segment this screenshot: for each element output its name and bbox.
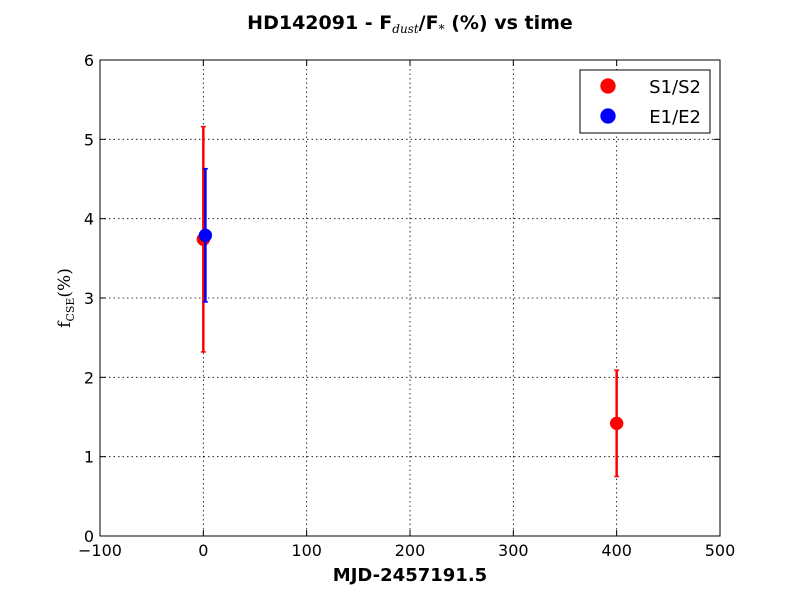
title-mid: /F bbox=[419, 12, 439, 34]
title-sub-star: * bbox=[439, 22, 445, 36]
legend-label-0: S1/S2 bbox=[649, 77, 701, 98]
y-tick-label: 4 bbox=[84, 210, 94, 229]
legend-marker-1 bbox=[600, 108, 616, 124]
x-tick-label: −100 bbox=[78, 541, 122, 560]
ylabel-sub: CSE bbox=[64, 298, 77, 322]
y-tick-label: 3 bbox=[84, 289, 94, 308]
y-tick-label: 6 bbox=[84, 51, 94, 70]
y-tick-label: 2 bbox=[84, 368, 94, 387]
x-axis-label: MJD-2457191.5 bbox=[333, 565, 487, 586]
title-tail: (%) vs time bbox=[445, 12, 573, 34]
data-layer bbox=[196, 125, 624, 478]
x-tick-label: 400 bbox=[601, 541, 632, 560]
y-tick-label: 5 bbox=[84, 130, 94, 149]
x-tick-label: 500 bbox=[705, 541, 736, 560]
ylabel-tail: (%) bbox=[55, 268, 75, 297]
data-point-0 bbox=[609, 416, 624, 431]
x-tick-label: 100 bbox=[291, 541, 322, 560]
ylabel-main: f bbox=[55, 320, 75, 328]
x-tick-label: 200 bbox=[395, 541, 426, 560]
x-tick-label: 0 bbox=[198, 541, 208, 560]
legend-marker-0 bbox=[600, 78, 616, 94]
data-point-1 bbox=[198, 228, 213, 243]
legend-box bbox=[579, 69, 711, 134]
legend-label-1: E1/E2 bbox=[649, 107, 701, 128]
y-axis-label: fCSE(%) bbox=[55, 268, 77, 328]
legend: S1/S2 E1/E2 bbox=[579, 69, 711, 134]
y-tick-label: 0 bbox=[84, 527, 94, 546]
chart-title: HD142091 - Fdust/F* (%) vs time bbox=[247, 12, 573, 36]
axes-frame bbox=[99, 59, 721, 537]
title-main: HD142091 - F bbox=[247, 12, 392, 34]
x-tick-label: 300 bbox=[498, 541, 529, 560]
title-sub-dust: dust bbox=[392, 22, 419, 36]
y-tick-label: 1 bbox=[84, 448, 94, 467]
